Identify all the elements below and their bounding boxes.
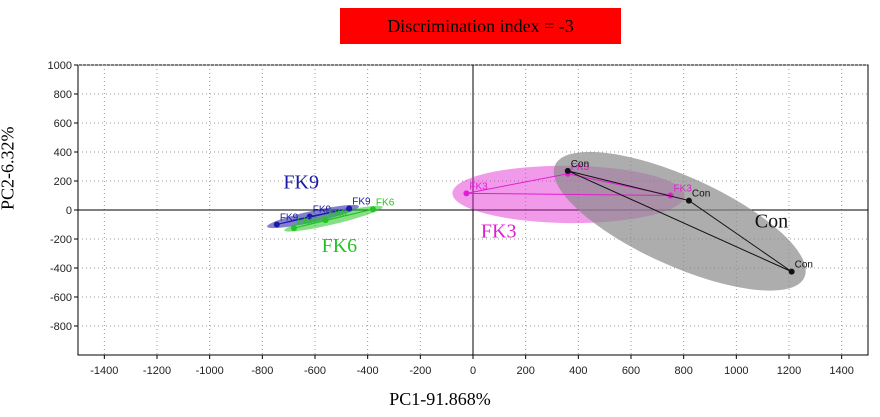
triangle-fk6: [293, 208, 374, 229]
point-con: [564, 167, 571, 174]
group-label-fk3: FK3: [481, 221, 517, 243]
y-tick-label: 400: [54, 147, 72, 159]
point-label-fk6: FK6: [297, 216, 316, 227]
point-fk9: [273, 221, 280, 228]
point-fk9: [346, 205, 353, 212]
y-tick-label: -200: [50, 234, 72, 246]
x-tick-label: 400: [569, 365, 587, 377]
y-tick-label: 600: [54, 118, 72, 130]
x-tick-label: 0: [470, 365, 476, 377]
y-tick-label: 0: [66, 205, 72, 217]
x-tick-label: -800: [251, 365, 273, 377]
x-tick-label: 1400: [829, 365, 853, 377]
point-label-fk9: FK9: [280, 213, 299, 224]
triangle-con: [567, 170, 792, 273]
point-label-fk6: FK6: [376, 197, 395, 208]
point-label-con: Con: [692, 189, 710, 200]
discrimination-index-banner: Discrimination index = -3: [340, 8, 621, 44]
x-tick-label: -600: [304, 365, 326, 377]
point-con: [685, 197, 692, 204]
y-tick-label: -400: [50, 263, 72, 275]
group-label-con: Con: [755, 210, 788, 232]
point-label-con: Con: [571, 159, 589, 170]
point-fk6: [369, 206, 376, 213]
x-tick-label: 1200: [777, 365, 801, 377]
x-tick-label: 200: [516, 365, 534, 377]
y-tick-label: 800: [54, 89, 72, 101]
x-tick-label: 600: [622, 365, 640, 377]
group-label-fk6: FK6: [322, 235, 358, 257]
point-label-fk3: FK3: [571, 162, 590, 173]
y-tick-label: -600: [50, 292, 72, 304]
x-tick-label: -1200: [143, 365, 171, 377]
y-axis-label: PC2-6.32%: [0, 126, 18, 210]
x-axis-label: PC1-91.868%: [389, 389, 491, 409]
y-tick-label: 200: [54, 176, 72, 188]
point-label-fk9: FK9: [313, 205, 332, 216]
point-label-con: Con: [795, 260, 813, 271]
y-tick-label: -800: [50, 321, 72, 333]
pca-scatter-chart: -1400 -1200 -1000 -800 -600 -400 -200 0 200 400 60…: [48, 60, 869, 377]
point-label-fk3: FK3: [469, 181, 488, 192]
point-fk3: [463, 190, 470, 197]
point-label-fk3: FK3: [674, 184, 693, 195]
x-tick-label: -400: [357, 365, 379, 377]
x-tick-label: -1400: [90, 365, 118, 377]
x-tick-label: -200: [409, 365, 431, 377]
point-fk6: [290, 225, 297, 232]
x-tick-label: 800: [674, 365, 692, 377]
group-label-fk9: FK9: [283, 171, 319, 193]
point-con: [788, 268, 795, 275]
point-fk6: [322, 217, 329, 224]
y-tick-label: 1000: [48, 60, 72, 72]
point-fk9: [306, 213, 313, 220]
x-tick-label: -1000: [196, 365, 224, 377]
triangle-fk9: [276, 208, 350, 225]
triangle-fk3: [466, 173, 671, 196]
point-fk3: [667, 192, 674, 199]
x-tick-label: 1000: [724, 365, 748, 377]
point-label-fk9: FK9: [352, 197, 371, 208]
point-label-fk6: FK6: [329, 208, 348, 219]
